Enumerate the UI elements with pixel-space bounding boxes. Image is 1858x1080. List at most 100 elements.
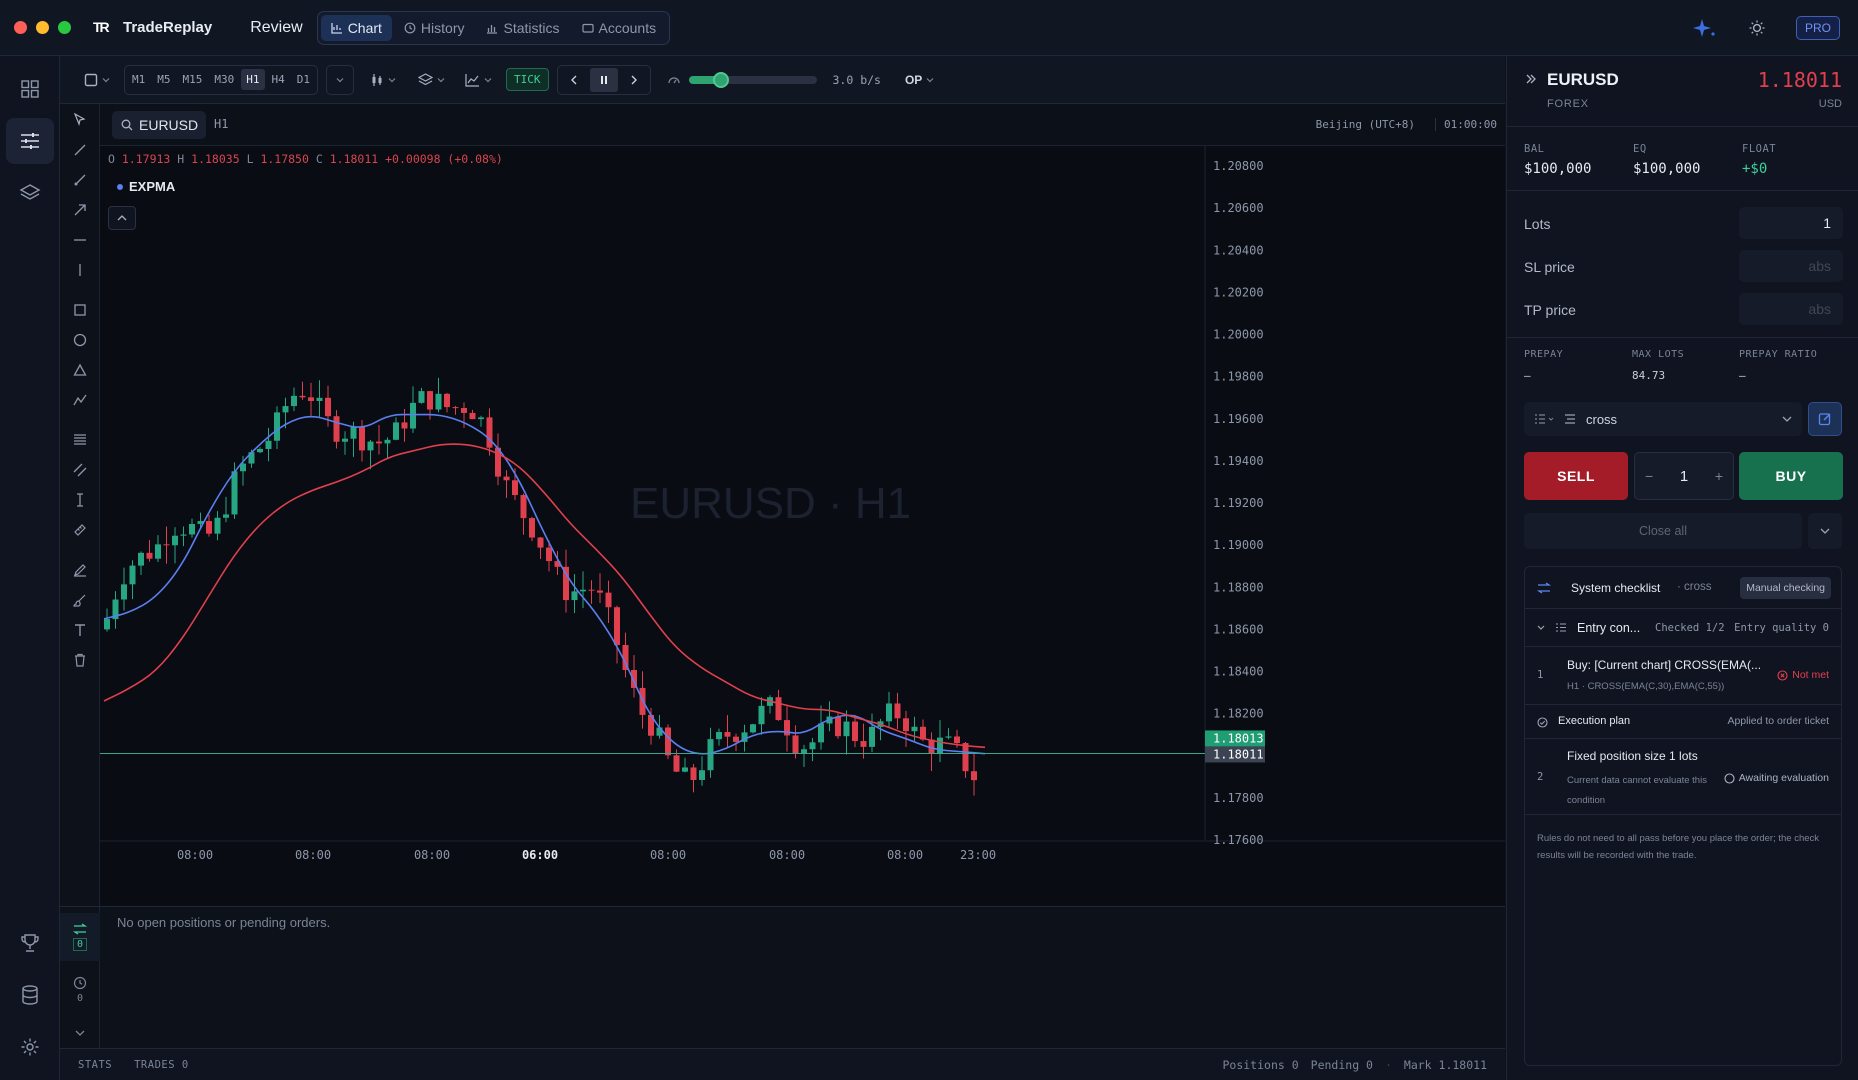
quantity-increment[interactable]: + bbox=[1714, 468, 1723, 484]
lots-input[interactable]: 1 bbox=[1739, 207, 1843, 239]
delete-drawings-button[interactable] bbox=[70, 650, 90, 670]
ruler-tool[interactable] bbox=[70, 520, 90, 540]
candle-body bbox=[478, 417, 484, 420]
candle-body bbox=[172, 535, 178, 546]
quantity-decrement[interactable]: − bbox=[1645, 468, 1654, 484]
pause-button[interactable] bbox=[589, 67, 618, 92]
polyline-tool[interactable] bbox=[70, 390, 90, 410]
timezone-label[interactable]: Beijing (UTC+8) bbox=[1315, 118, 1415, 131]
balance-label: BAL bbox=[1524, 143, 1545, 155]
vertical-line-tool[interactable] bbox=[70, 260, 90, 280]
triangle-tool[interactable] bbox=[70, 360, 90, 380]
tf-m30[interactable]: M30 bbox=[214, 73, 235, 86]
step-back-button[interactable] bbox=[560, 75, 588, 85]
close-options-button[interactable] bbox=[1808, 513, 1842, 549]
circle-tool[interactable] bbox=[70, 330, 90, 350]
tp-label[interactable]: TP price bbox=[1524, 302, 1576, 318]
rectangle-tool[interactable] bbox=[70, 300, 90, 320]
candle-body bbox=[733, 736, 739, 742]
speed-readout: 3.0 b/s bbox=[832, 72, 881, 87]
rule-row[interactable]: 2 Fixed position size 1 lots Current dat… bbox=[1525, 739, 1841, 815]
timeframe-more-button[interactable] bbox=[326, 64, 354, 95]
ruler-icon bbox=[74, 524, 86, 536]
indicators-dropdown[interactable] bbox=[459, 73, 498, 87]
tab-statistics[interactable]: Statistics bbox=[476, 15, 569, 41]
prepay-label: PREPAY bbox=[1524, 349, 1564, 360]
tf-d1[interactable]: D1 bbox=[296, 73, 310, 86]
candle-type-dropdown[interactable] bbox=[362, 73, 404, 87]
pro-badge[interactable]: PRO bbox=[1795, 15, 1840, 40]
op-label: OP bbox=[904, 72, 923, 87]
close-window-button[interactable] bbox=[14, 21, 27, 34]
x-tick-label: 08:00 bbox=[177, 848, 213, 862]
tab-history[interactable]: History bbox=[394, 15, 475, 41]
sidebar-item-dashboard[interactable] bbox=[6, 66, 54, 112]
indicator-legend[interactable]: EXPMA bbox=[117, 179, 175, 194]
candle-body bbox=[945, 736, 952, 738]
edit-strategy-button[interactable] bbox=[1808, 402, 1842, 436]
sl-label[interactable]: SL price bbox=[1524, 259, 1575, 275]
buy-button[interactable]: BUY bbox=[1739, 452, 1843, 500]
tf-m5[interactable]: M5 bbox=[157, 73, 171, 86]
manual-checking-button[interactable]: Manual checking bbox=[1740, 577, 1831, 599]
parallel-channel-tool[interactable] bbox=[70, 460, 90, 480]
chart-area[interactable]: EURUSD H1 Beijing (UTC+8) 01:00:00 O 1.1… bbox=[100, 104, 1505, 906]
quantity-value[interactable]: 1 bbox=[1679, 467, 1689, 485]
sidebar-item-database[interactable] bbox=[6, 972, 54, 1018]
rule-row[interactable]: 1 Buy: [Current chart] CROSS(EMA(... H1 … bbox=[1525, 647, 1841, 705]
tf-h1[interactable]: H1 bbox=[241, 69, 265, 90]
price-chart-svg[interactable]: 1.20800 1.20600 1.20400 1.20200 1.20000 1.198… bbox=[100, 146, 1505, 906]
entry-conditions-row[interactable]: Entry con... Checked 1/2 Entry quality 0 bbox=[1525, 609, 1841, 647]
sl-input[interactable]: abs bbox=[1739, 250, 1843, 282]
collapse-panel-button[interactable] bbox=[60, 1023, 100, 1043]
brush-tool[interactable] bbox=[70, 590, 90, 610]
text-tool[interactable] bbox=[70, 620, 90, 640]
strategy-select[interactable]: cross bbox=[1524, 402, 1802, 436]
sell-button[interactable]: SELL bbox=[1524, 452, 1628, 500]
pencil-tool[interactable] bbox=[70, 560, 90, 580]
tf-m15[interactable]: M15 bbox=[182, 73, 203, 86]
sidebar-item-settings[interactable] bbox=[6, 1024, 54, 1070]
equity-value: $100,000 bbox=[1633, 161, 1701, 177]
tab-accounts[interactable]: Accounts bbox=[572, 15, 667, 41]
minimize-window-button[interactable] bbox=[36, 21, 49, 34]
status-stats[interactable]: STATS bbox=[78, 1058, 113, 1071]
tick-mode-button[interactable]: TICK bbox=[506, 68, 549, 91]
ray-tool[interactable] bbox=[70, 170, 90, 190]
theme-toggle-icon[interactable] bbox=[1748, 19, 1766, 37]
y-tick-label: 1.19400 bbox=[1213, 454, 1264, 468]
lots-label[interactable]: Lots bbox=[1524, 216, 1551, 232]
collapse-legend-button[interactable] bbox=[108, 206, 136, 230]
step-forward-button[interactable] bbox=[620, 75, 648, 85]
price-range-tool[interactable] bbox=[70, 490, 90, 510]
candle-body bbox=[571, 591, 578, 601]
sidebar-item-layers[interactable] bbox=[6, 170, 54, 216]
tp-input[interactable]: abs bbox=[1739, 293, 1843, 325]
tf-h4[interactable]: H4 bbox=[271, 73, 285, 86]
candle-body bbox=[554, 561, 561, 567]
cursor-tool[interactable] bbox=[70, 110, 90, 130]
arrow-tool[interactable] bbox=[70, 200, 90, 220]
tab-chart[interactable]: Chart bbox=[320, 14, 392, 41]
op-dropdown[interactable]: OP bbox=[905, 73, 934, 87]
sidebar-item-trophy[interactable] bbox=[6, 920, 54, 966]
layout-dropdown[interactable] bbox=[78, 73, 116, 87]
sidebar-item-controls[interactable] bbox=[6, 118, 54, 164]
layers-dropdown[interactable] bbox=[412, 72, 451, 87]
horizontal-line-tool[interactable] bbox=[70, 230, 90, 250]
edit-icon bbox=[1818, 413, 1831, 426]
maximize-window-button[interactable] bbox=[58, 21, 71, 34]
tf-m1[interactable]: M1 bbox=[132, 73, 146, 86]
sparkle-icon[interactable] bbox=[1692, 17, 1718, 39]
chart-timeframe: H1 bbox=[214, 117, 229, 131]
fib-tool[interactable] bbox=[70, 430, 90, 450]
speed-slider[interactable] bbox=[688, 71, 817, 88]
swap-icon bbox=[73, 923, 87, 935]
history-tab[interactable]: 0 bbox=[60, 967, 100, 1013]
double-chevron-right-icon[interactable] bbox=[1525, 73, 1537, 85]
x-tick-label: 06:00 bbox=[522, 848, 558, 862]
trend-line-tool[interactable] bbox=[70, 140, 90, 160]
close-all-button[interactable]: Close all bbox=[1524, 513, 1802, 549]
open-positions-tab[interactable]: 0 bbox=[60, 913, 100, 961]
symbol-search[interactable]: EURUSD bbox=[112, 111, 206, 139]
